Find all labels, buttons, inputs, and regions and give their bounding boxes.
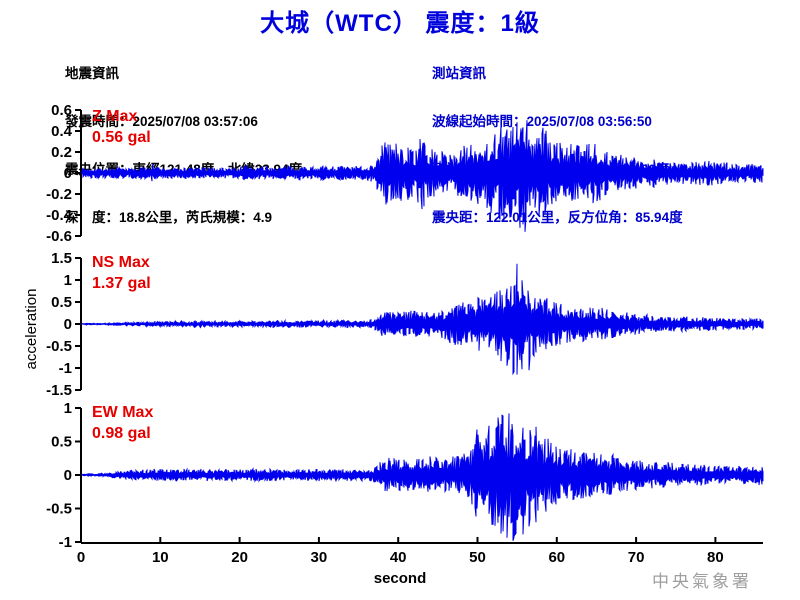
depth-magnitude-line: 深 度：18.8公里，芮氏規模：4.9 [65,210,273,225]
svg-text:1: 1 [64,400,72,417]
svg-text:0.5: 0.5 [51,434,72,451]
z-max-value: 0.56 gal [92,129,151,146]
svg-text:50: 50 [469,549,486,566]
svg-text:-1: -1 [59,360,72,377]
svg-text:-1.5: -1.5 [46,382,72,399]
svg-text:-0.5: -0.5 [46,338,72,355]
svg-text:0: 0 [77,549,85,566]
svg-text:0: 0 [64,316,72,333]
page-title: 大城（WTC） 震度：1級 [260,10,540,37]
svg-text:0.4: 0.4 [51,123,73,140]
svg-text:0: 0 [64,165,72,182]
epicentral-distance-line: 震央距：122.01公里，反方位角：85.94度 [432,210,683,225]
ns-channel-max-label: NS Max 1.37 gal [92,252,151,294]
svg-text:-0.2: -0.2 [46,186,72,203]
svg-text:0.6: 0.6 [51,102,72,119]
ew-channel-max-label: EW Max 0.98 gal [92,402,153,444]
svg-text:-0.4: -0.4 [46,207,73,224]
svg-text:-0.6: -0.6 [46,228,72,245]
y-axis-label: acceleration [23,288,40,370]
svg-text:20: 20 [231,549,248,566]
station-info-heading: 測站資訊 [432,66,486,81]
svg-text:40: 40 [390,549,407,566]
svg-text:0: 0 [64,467,72,484]
svg-text:80: 80 [707,549,724,566]
ns-max-title: NS Max [92,254,150,271]
ew-max-value: 0.98 gal [92,425,151,442]
agency-watermark: 中央氣象署 [652,572,752,591]
svg-text:30: 30 [311,549,328,566]
svg-text:1: 1 [64,272,72,289]
svg-text:1.5: 1.5 [51,250,72,267]
svg-text:70: 70 [628,549,645,566]
svg-text:0.2: 0.2 [51,144,72,161]
svg-text:-0.5: -0.5 [46,501,72,518]
earthquake-info-heading: 地震資訊 [65,66,119,81]
z-max-title: Z Max [92,108,138,125]
z-channel-max-label: Z Max 0.56 gal [92,106,151,148]
ns-max-value: 1.37 gal [92,275,151,292]
svg-text:0.5: 0.5 [51,294,72,311]
ew-max-title: EW Max [92,404,154,421]
x-axis-label: second [373,570,427,587]
svg-text:60: 60 [548,549,565,566]
svg-text:-1: -1 [59,534,72,551]
origin-time-line: 發震時間：2025/07/08 03:57:06 [65,114,258,129]
earthquake-info-block: 地震資訊 發震時間：2025/07/08 03:57:06 震央位置：東經121… [65,34,302,258]
svg-text:10: 10 [152,549,169,566]
wave-start-time-line: 波線起始時間：2025/07/08 03:56:50 [432,114,652,129]
